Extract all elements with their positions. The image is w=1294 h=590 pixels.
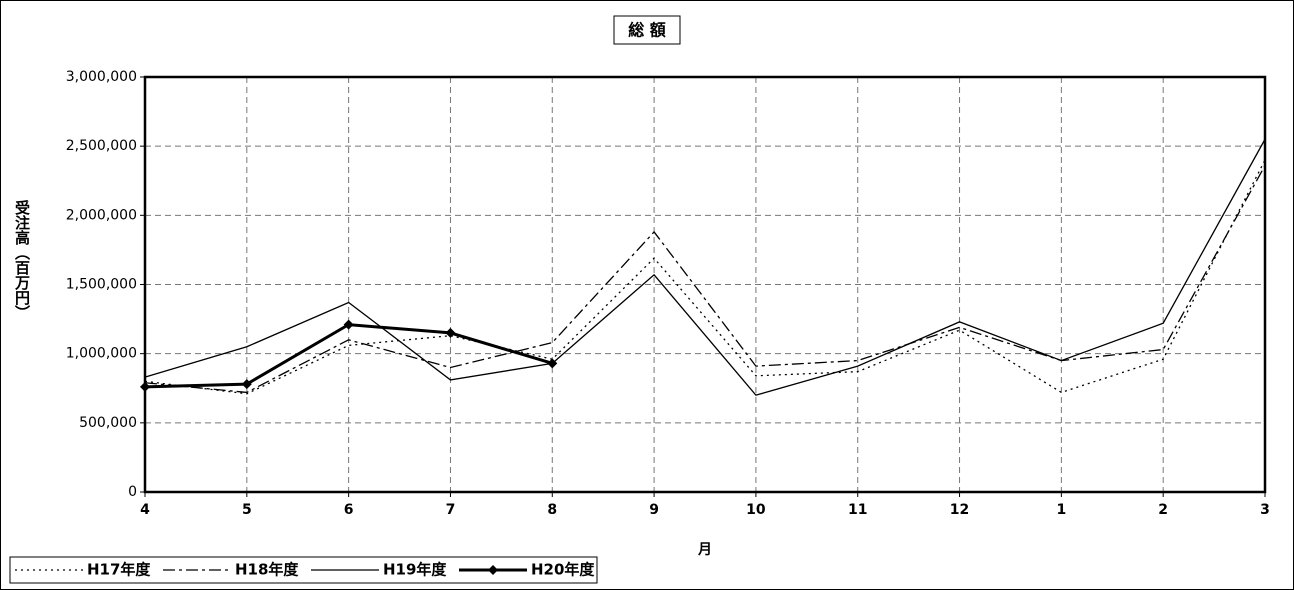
x-tick-label: 6 bbox=[344, 502, 354, 518]
x-tick-label: 11 bbox=[848, 502, 867, 518]
y-tick-label: 1,500,000 bbox=[66, 277, 137, 293]
y-axis-label: 受注高（百万円） bbox=[13, 199, 31, 320]
y-tick-label: 2,500,000 bbox=[66, 138, 137, 154]
y-tick-label: 3,000,000 bbox=[66, 69, 137, 85]
chart-title: 総 額 bbox=[628, 21, 666, 40]
legend-label: H17年度 bbox=[87, 561, 151, 579]
x-tick-label: 1 bbox=[1056, 502, 1066, 518]
series-line bbox=[144, 159, 1266, 395]
y-tick-label: 0 bbox=[128, 484, 137, 500]
legend-marker bbox=[488, 565, 498, 575]
x-tick-label: 4 bbox=[140, 502, 150, 518]
series-marker bbox=[140, 381, 150, 392]
x-tick-label: 3 bbox=[1260, 502, 1270, 518]
plot-border bbox=[143, 75, 1267, 494]
series-line bbox=[144, 165, 1266, 394]
x-tick-label: 5 bbox=[242, 502, 252, 518]
series-line bbox=[144, 138, 1266, 396]
x-tick-label: 10 bbox=[746, 502, 766, 518]
x-tick-label: 12 bbox=[950, 502, 969, 518]
y-tick-label: 2,000,000 bbox=[66, 207, 137, 223]
legend-label: H20年度 bbox=[531, 561, 595, 579]
legend-label: H18年度 bbox=[235, 561, 299, 579]
legend-label: H19年度 bbox=[383, 561, 447, 579]
series-marker bbox=[547, 358, 558, 369]
x-tick-label: 9 bbox=[649, 502, 659, 518]
x-tick-label: 2 bbox=[1158, 502, 1168, 518]
series-marker bbox=[445, 327, 456, 338]
x-axis-label: 月 bbox=[697, 542, 712, 558]
y-tick-label: 1,000,000 bbox=[66, 346, 137, 362]
y-tick-label: 500,000 bbox=[79, 415, 137, 431]
title-box bbox=[613, 15, 681, 45]
x-tick-label: 8 bbox=[547, 502, 557, 518]
series-marker bbox=[343, 319, 354, 330]
x-tick-label: 7 bbox=[446, 502, 456, 518]
series-marker bbox=[241, 379, 252, 390]
